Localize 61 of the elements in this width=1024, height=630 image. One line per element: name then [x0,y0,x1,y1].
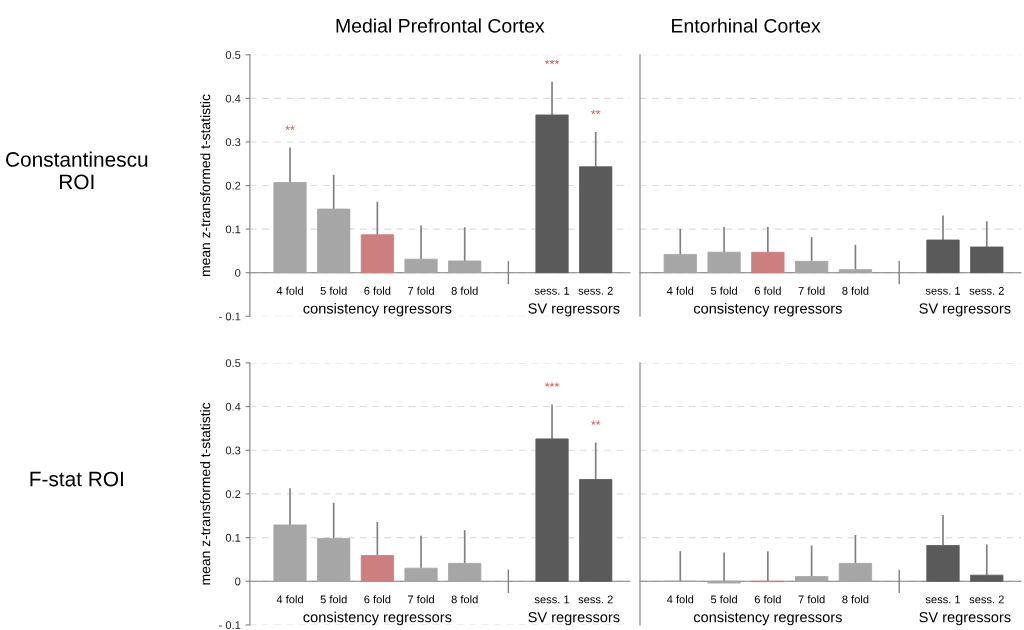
x-tick-label: 7 fold [798,595,825,604]
y-tick-label: 0.3 [225,138,241,147]
x-tick-label: sess. 2 [969,286,1004,295]
x-tick-label: 6 fold [364,595,391,604]
y-tick-label: 0 [235,268,241,277]
annotation: consistency regressors [693,611,842,626]
x-tick-label: 4 fold [276,595,303,604]
x-tick-label: 8 fold [451,286,478,295]
y-tick-label: 0.1 [225,225,241,234]
y-axis-title: mean z-transformed t-statistic [200,94,211,277]
x-tick-label: sess. 2 [578,595,613,604]
x-tick-label: 6 fold [364,286,391,295]
x-tick-label: 5 fold [320,286,347,295]
annotation: ** [285,125,295,130]
annotation: SV regressors [528,612,620,626]
annotation: consistency regressors [693,302,842,317]
annotation: SV regressors [528,303,620,317]
chart-title: Entorhinal Cortex [672,18,821,33]
x-tick-label: 4 fold [666,595,694,604]
x-tick-label: sess. 1 [534,595,570,604]
y-tick-label: 0.4 [225,94,241,103]
x-tick-label: 4 fold [276,286,303,295]
x-tick-label: 6 fold [754,595,781,604]
annotation: *** [544,59,560,65]
y-tick-label: - 0.1 [219,312,241,321]
annotation: consistency regressors [303,302,452,317]
annotation: ** [591,109,601,115]
y-tick-label: - 0.1 [219,621,241,630]
chart-title: Medial Prefrontal Cortex [336,18,545,33]
y-tick-label: 0.5 [225,359,241,368]
annotation: ** [591,420,601,425]
x-tick-label: 5 fold [710,595,737,604]
x-tick-label: 8 fold [451,595,478,604]
annotation: SV regressors [919,612,1011,626]
y-tick-label: 0.4 [225,402,241,411]
x-tick-label: sess. 1 [925,595,961,604]
x-tick-label: 5 fold [320,595,347,604]
x-tick-label: sess. 1 [925,286,961,295]
annotation: SV regressors [919,303,1011,317]
x-tick-label: 8 fold [842,595,869,604]
x-tick-label: 7 fold [798,286,825,295]
text: Constantinescu ROI [6,151,148,190]
y-tick-label: 0 [235,577,241,586]
x-tick-label: sess. 2 [969,595,1004,604]
annotation: consistency regressors [303,611,452,626]
x-tick-label: 4 fold [666,286,694,295]
x-tick-label: 5 fold [710,286,737,295]
x-tick-label: 8 fold [842,286,869,295]
annotation: *** [544,382,560,387]
x-tick-label: sess. 1 [534,286,570,295]
x-tick-label: 7 fold [408,286,434,295]
y-tick-label: 0.2 [225,490,241,499]
y-axis-title: mean z-transformed t-statistic [200,402,211,585]
y-tick-label: 0.5 [225,51,241,59]
y-tick-label: 0.3 [225,446,241,455]
y-tick-label: 0.1 [225,533,241,542]
y-tick-label: 0.2 [225,181,241,190]
x-tick-label: sess. 2 [578,286,613,295]
x-tick-label: 6 fold [754,286,781,295]
text: F-stat ROI [30,471,123,487]
x-tick-label: 7 fold [408,595,434,604]
